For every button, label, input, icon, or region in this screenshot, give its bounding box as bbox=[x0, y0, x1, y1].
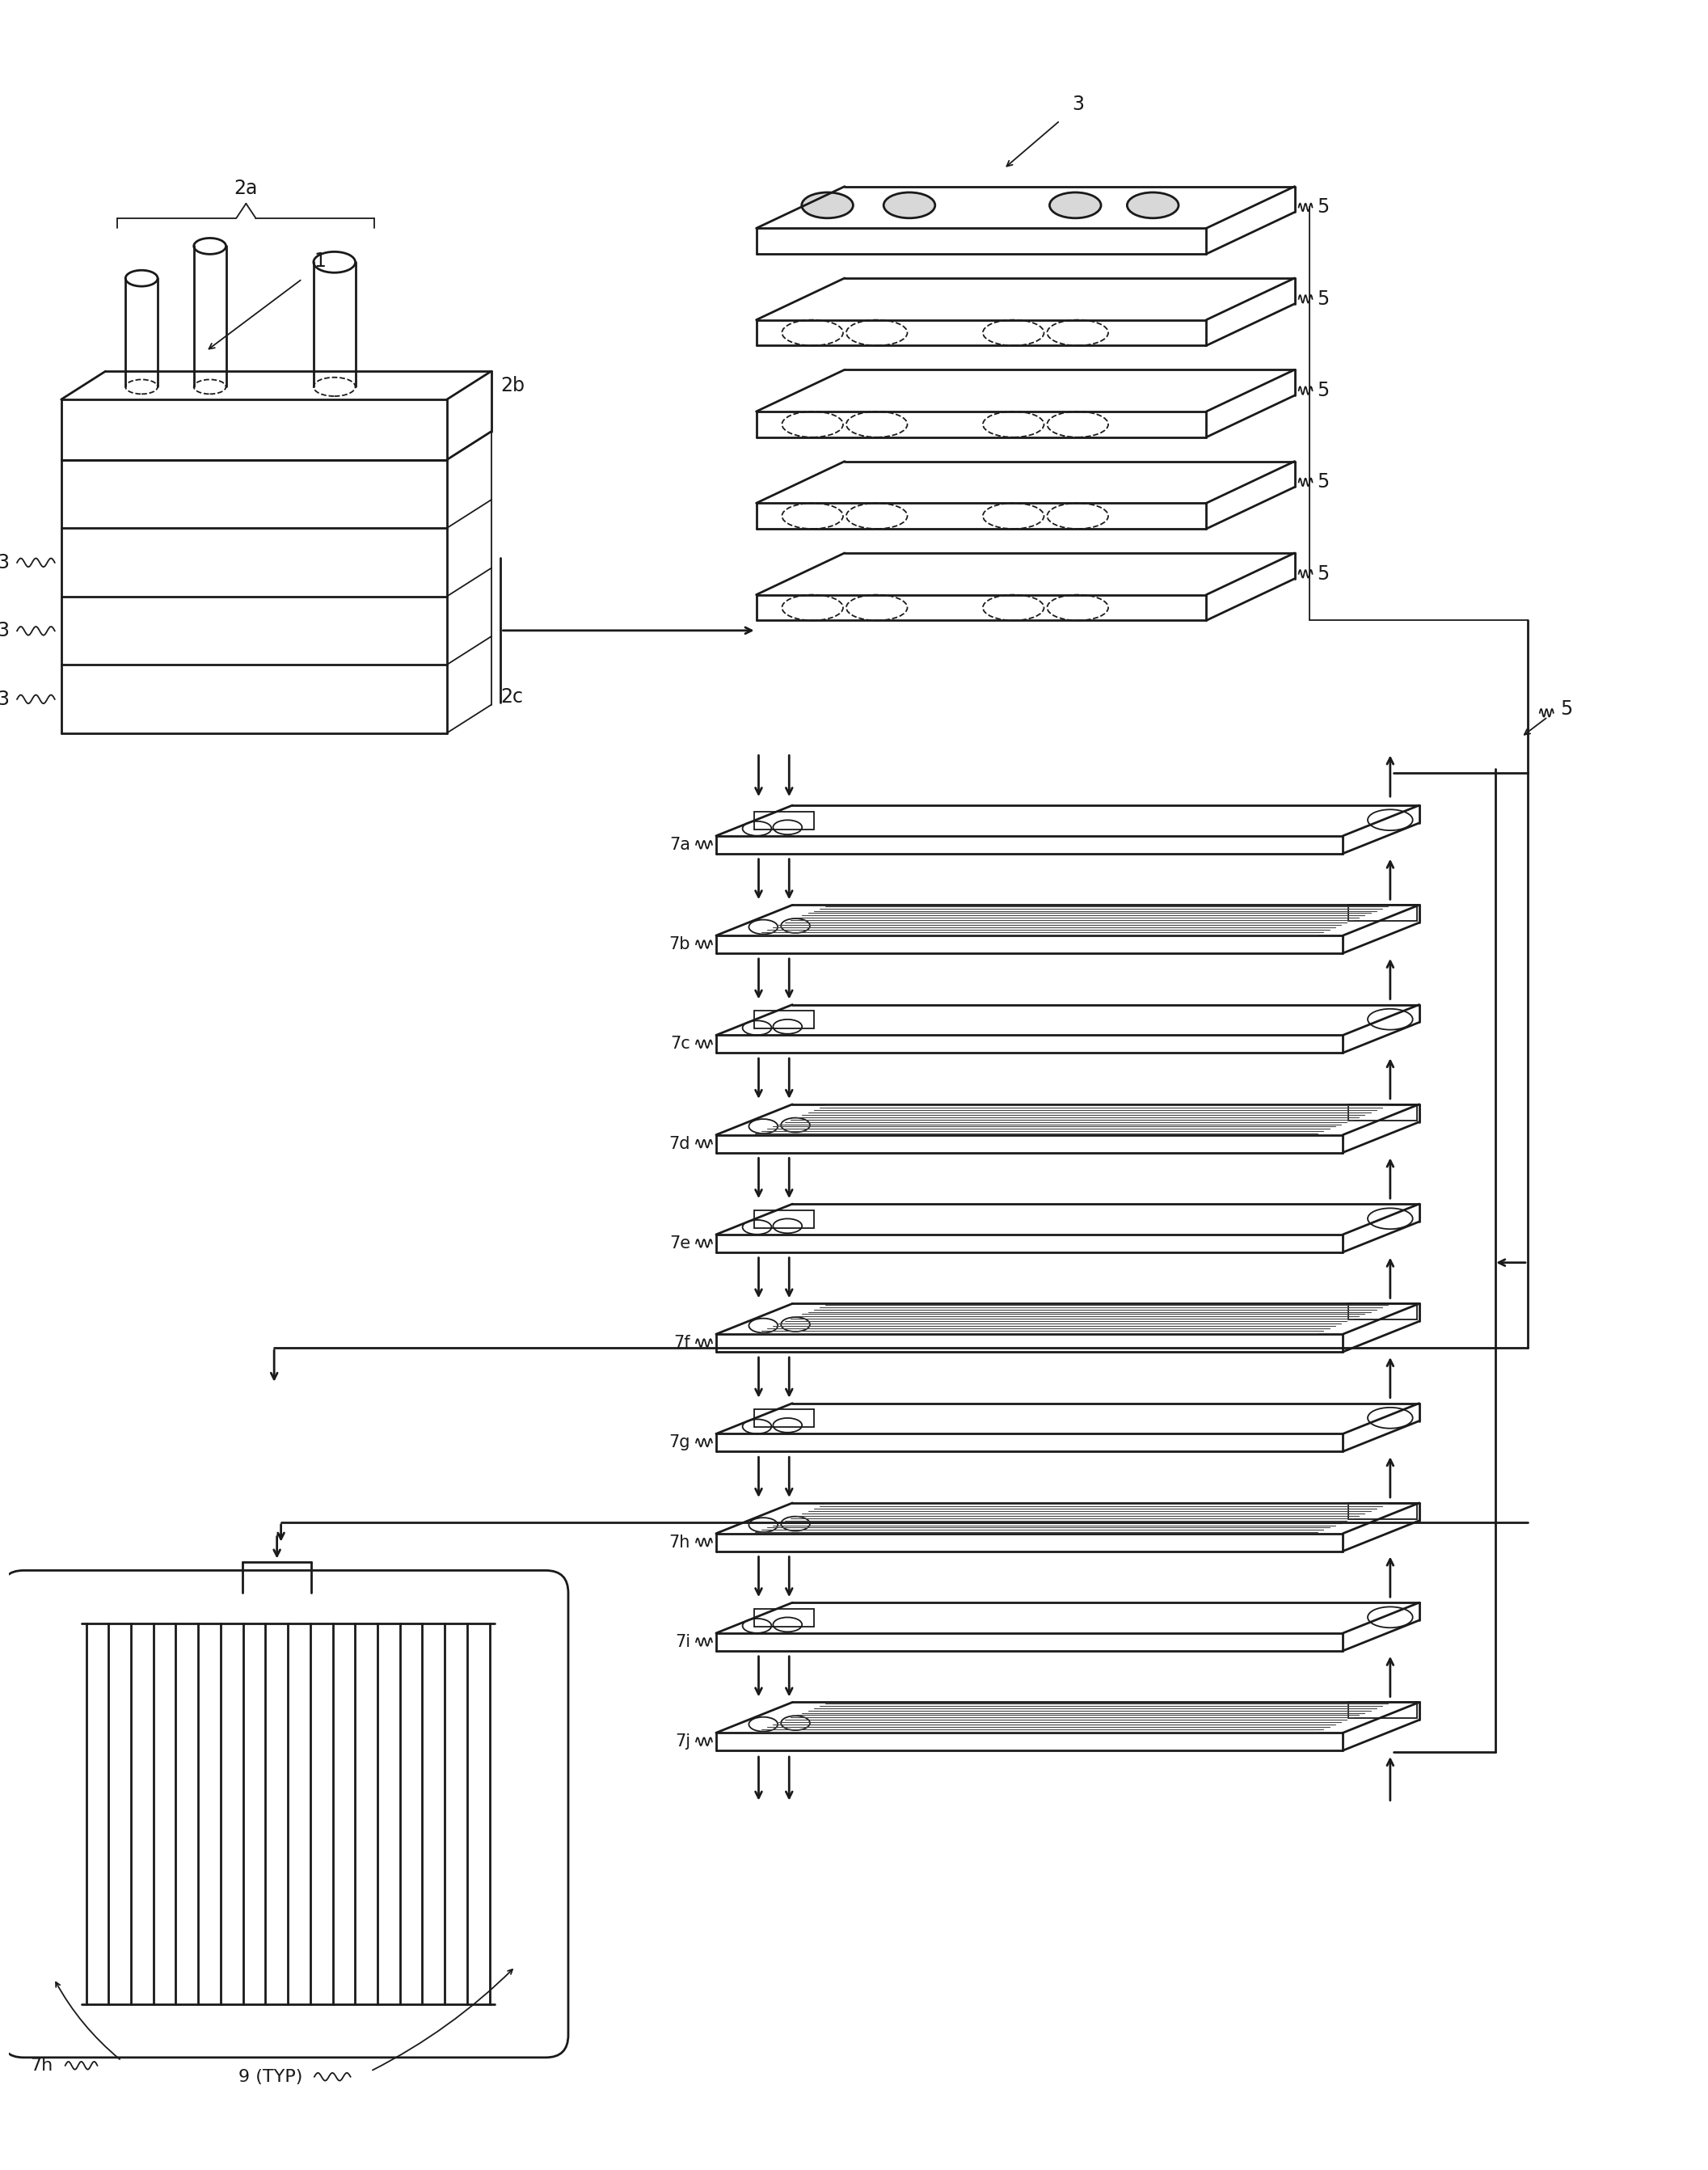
Text: 3: 3 bbox=[0, 553, 9, 573]
Text: 7h: 7h bbox=[670, 1534, 690, 1549]
Bar bbox=[1349, 1105, 1418, 1120]
FancyBboxPatch shape bbox=[2, 1571, 569, 2057]
Text: 7j: 7j bbox=[675, 1734, 690, 1749]
Ellipse shape bbox=[193, 239, 225, 254]
Text: 7d: 7d bbox=[670, 1135, 690, 1152]
Text: 5: 5 bbox=[1559, 699, 1571, 718]
Bar bbox=[753, 812, 815, 829]
Bar bbox=[492, 1916, 538, 2012]
Bar bbox=[753, 1408, 815, 1428]
Ellipse shape bbox=[125, 271, 157, 286]
Ellipse shape bbox=[495, 1729, 535, 1792]
Text: 2b: 2b bbox=[500, 375, 524, 395]
Text: 7g: 7g bbox=[670, 1434, 690, 1452]
Text: 3: 3 bbox=[0, 621, 9, 640]
Bar bbox=[1349, 905, 1418, 920]
Ellipse shape bbox=[34, 1729, 73, 1792]
Text: 7c: 7c bbox=[670, 1035, 690, 1052]
Text: 7b: 7b bbox=[670, 935, 690, 953]
Bar bbox=[753, 1211, 815, 1228]
Ellipse shape bbox=[883, 193, 934, 219]
Ellipse shape bbox=[1127, 193, 1179, 219]
Bar bbox=[753, 1608, 815, 1625]
Text: 5: 5 bbox=[1317, 473, 1329, 493]
Ellipse shape bbox=[801, 193, 852, 219]
Bar bbox=[31, 1953, 77, 2012]
Bar bbox=[1349, 1701, 1418, 1719]
Bar bbox=[1349, 1304, 1418, 1319]
Text: 1: 1 bbox=[314, 252, 326, 271]
Text: 7e: 7e bbox=[670, 1235, 690, 1252]
Text: 7a: 7a bbox=[670, 838, 690, 853]
Text: 2c: 2c bbox=[500, 688, 523, 707]
Text: 3: 3 bbox=[1073, 95, 1085, 115]
Ellipse shape bbox=[314, 252, 355, 273]
Text: 9 (TYP): 9 (TYP) bbox=[237, 2068, 302, 2085]
Text: 7h: 7h bbox=[31, 2057, 53, 2075]
Text: 5: 5 bbox=[1317, 289, 1329, 308]
Ellipse shape bbox=[1050, 193, 1102, 219]
Bar bbox=[753, 1011, 815, 1029]
Text: 5: 5 bbox=[1317, 564, 1329, 584]
Text: 5: 5 bbox=[1317, 197, 1329, 217]
Bar bbox=[1349, 1504, 1418, 1519]
Text: 7i: 7i bbox=[675, 1634, 690, 1649]
Text: 2a: 2a bbox=[234, 178, 258, 197]
Text: 5: 5 bbox=[1317, 382, 1329, 399]
Text: 3: 3 bbox=[0, 690, 9, 710]
Text: 7f: 7f bbox=[673, 1335, 690, 1352]
